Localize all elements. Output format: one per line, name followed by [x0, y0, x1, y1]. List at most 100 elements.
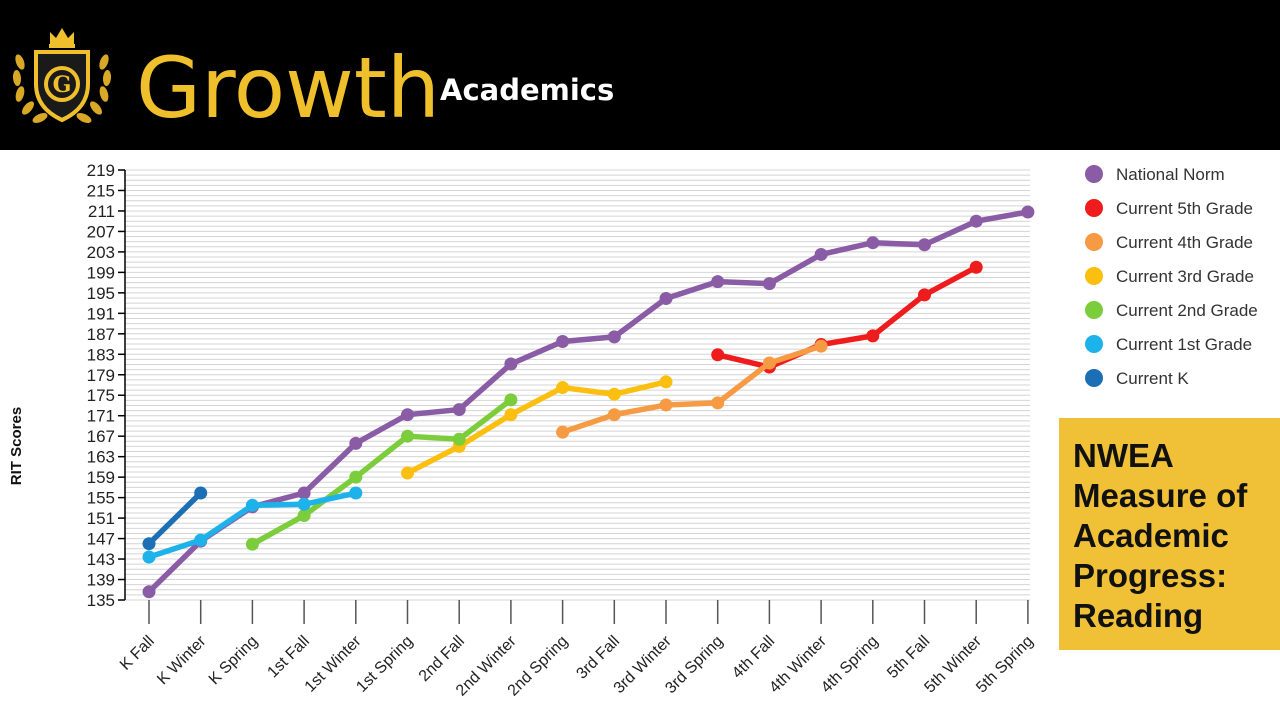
data-point	[194, 533, 208, 547]
data-point	[607, 408, 621, 422]
legend-marker	[1085, 267, 1103, 285]
y-tick-label: 135	[87, 591, 115, 610]
series-line	[714, 264, 979, 370]
data-point	[814, 247, 828, 261]
y-tick-label: 175	[87, 386, 115, 405]
chart-grid	[125, 169, 1030, 601]
data-point	[814, 339, 828, 353]
data-point	[918, 238, 931, 252]
page-subtitle: Academics	[440, 73, 615, 107]
legend-entry: Current 4th Grade	[1116, 233, 1253, 252]
y-tick-label: 171	[87, 407, 115, 426]
series-line	[146, 209, 1031, 595]
data-point	[866, 236, 880, 250]
x-tick-label: 5th Spring	[973, 633, 1037, 697]
rit-line-chart: 1351391431471511551591631671711751791831…	[8, 161, 1258, 700]
callout-line-4: Progress:	[1073, 557, 1228, 594]
data-point	[452, 403, 466, 417]
legend-entry: Current 3rd Grade	[1116, 267, 1254, 286]
x-tick-label: 1st Fall	[264, 633, 312, 681]
data-point	[297, 509, 311, 523]
callout-line-3: Academic	[1073, 517, 1229, 554]
data-point	[556, 425, 570, 439]
data-point	[969, 214, 983, 228]
data-point	[556, 381, 570, 395]
data-point	[711, 396, 725, 410]
y-tick-label: 203	[87, 243, 115, 262]
y-tick-label: 187	[87, 325, 115, 344]
data-point	[659, 398, 673, 412]
data-point	[245, 498, 259, 512]
x-tick-label: 5th Fall	[884, 633, 933, 682]
y-tick-label: 159	[87, 468, 115, 487]
data-point	[918, 288, 931, 302]
y-tick-label: 191	[87, 304, 115, 323]
legend-marker	[1085, 199, 1103, 217]
x-tick-label: 4th Spring	[818, 633, 882, 697]
chart-legend: National Norm Current 5th Grade Current 4t…	[1085, 165, 1258, 388]
y-tick-label: 211	[88, 202, 115, 221]
legend-entry: Current K	[1116, 369, 1189, 388]
x-tick-label: 2nd Fall	[416, 633, 468, 685]
data-point	[711, 348, 725, 362]
data-point	[401, 429, 414, 443]
y-tick-label: 139	[87, 571, 115, 590]
series-line	[559, 343, 824, 435]
data-point	[659, 291, 673, 305]
legend-marker	[1085, 335, 1103, 353]
data-point	[607, 387, 621, 401]
data-point	[401, 466, 414, 480]
data-point	[504, 357, 518, 371]
data-point	[349, 436, 363, 450]
chart-series	[142, 205, 1035, 599]
series-current-4th-grade	[556, 339, 828, 439]
series-current-k	[142, 486, 208, 551]
logo-letter: G	[53, 72, 72, 98]
series-national-norm	[142, 205, 1035, 599]
callout-line-5: Reading	[1073, 597, 1204, 634]
data-point	[142, 585, 156, 599]
data-point	[659, 375, 673, 389]
y-tick-label: 195	[87, 284, 115, 303]
legend-entry: National Norm	[1116, 165, 1225, 184]
legend-entry: Current 5th Grade	[1116, 199, 1253, 218]
data-point	[297, 486, 311, 500]
series-current-3rd-grade	[401, 375, 673, 480]
series-line	[146, 490, 204, 547]
y-tick-label: 207	[87, 222, 115, 241]
series-current-2nd-grade	[245, 393, 518, 551]
data-point	[245, 537, 259, 551]
data-point	[969, 260, 983, 274]
data-point	[504, 408, 518, 422]
legend-marker	[1085, 301, 1103, 319]
data-point	[452, 432, 466, 446]
data-point	[866, 329, 880, 343]
y-tick-label: 167	[87, 427, 115, 446]
y-tick-label: 215	[87, 181, 115, 200]
y-tick-label: 179	[87, 366, 115, 385]
legend-entry: Current 2nd Grade	[1116, 301, 1258, 320]
data-point	[142, 537, 156, 551]
x-tick-label: K Spring	[206, 633, 261, 688]
data-point	[711, 275, 725, 289]
data-point	[762, 356, 776, 370]
x-tick-label: K Fall	[117, 633, 158, 674]
y-tick-label: 183	[87, 345, 115, 364]
y-tick-label: 143	[87, 550, 115, 569]
data-point	[349, 486, 363, 500]
x-tick-label: K Winter	[154, 632, 210, 688]
data-point	[194, 486, 208, 500]
y-tick-label: 147	[87, 530, 115, 549]
data-point	[762, 277, 776, 291]
x-tick-label: 3rd Fall	[573, 633, 623, 683]
header-banner: G Growth Academics	[0, 0, 1280, 150]
callout-line-1: NWEA	[1073, 437, 1174, 474]
series-line	[249, 397, 514, 547]
data-point	[297, 497, 311, 511]
data-point	[349, 470, 363, 484]
legend-marker	[1085, 233, 1103, 251]
y-axis-label: RIT Scores	[8, 407, 25, 485]
legend-entry: Current 1st Grade	[1116, 335, 1252, 354]
x-tick-label: 4th Fall	[729, 633, 778, 682]
series-current-1st-grade	[142, 486, 363, 564]
